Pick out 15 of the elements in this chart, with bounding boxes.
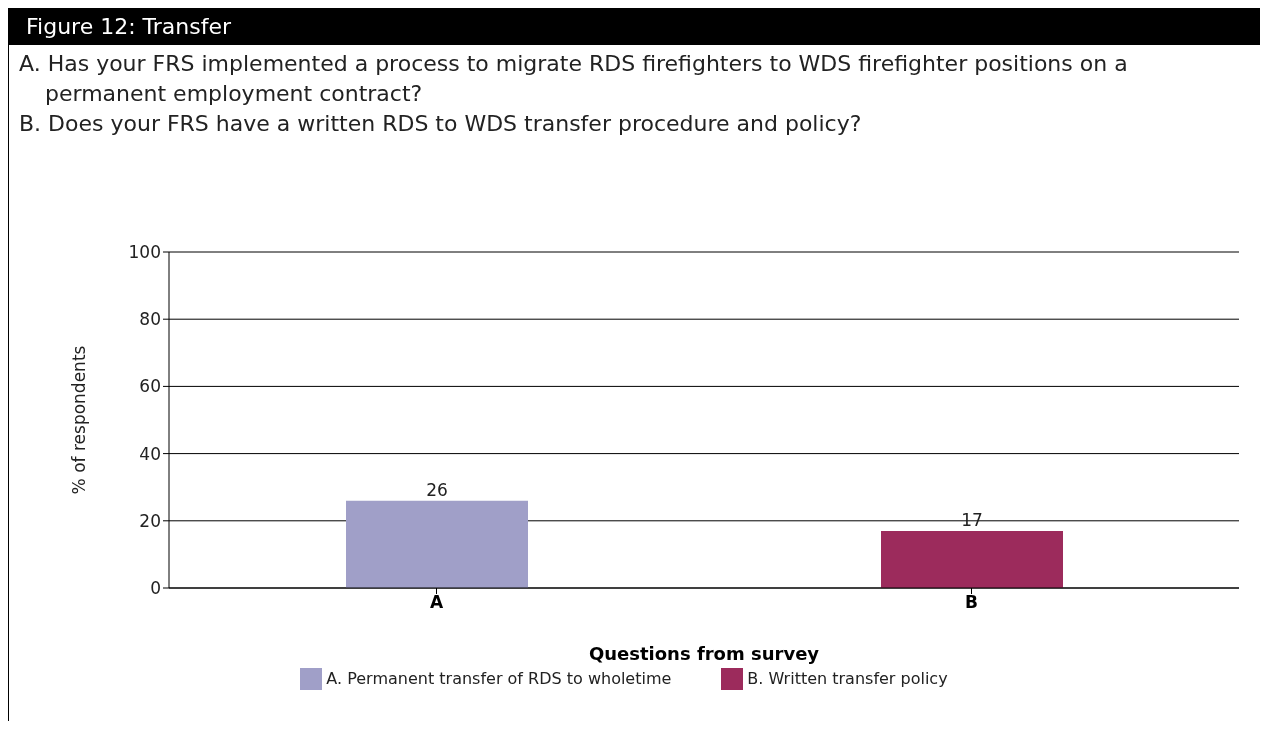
- x-axis-title: Questions from survey: [588, 643, 820, 664]
- y-tick-label: 60: [139, 376, 161, 397]
- chart-subtitle: A. Has your FRS implemented a process to migrate RDS firefighters to WDS firefighter positions on a permanent employment contract? B. Does your FRS have a written RDS to WDS transfer procedure and policy?: [19, 50, 1129, 138]
- x-tick-label: B: [965, 592, 978, 613]
- y-tick-label: 0: [150, 578, 161, 599]
- y-axis-title: % of respondents: [69, 345, 90, 495]
- y-tick-label: 100: [128, 242, 161, 263]
- x-tick-label: A: [429, 592, 444, 613]
- y-tick-label: 40: [139, 443, 161, 464]
- legend-label: B. Written transfer policy: [747, 668, 948, 688]
- y-tick-label: 80: [139, 309, 161, 330]
- y-tick-label: 20: [139, 510, 161, 531]
- legend-label: A. Permanent transfer of RDS to wholetime: [326, 668, 672, 688]
- data-label: 26: [426, 479, 448, 500]
- chart-title: Figure 12: Transfer: [8, 8, 1260, 45]
